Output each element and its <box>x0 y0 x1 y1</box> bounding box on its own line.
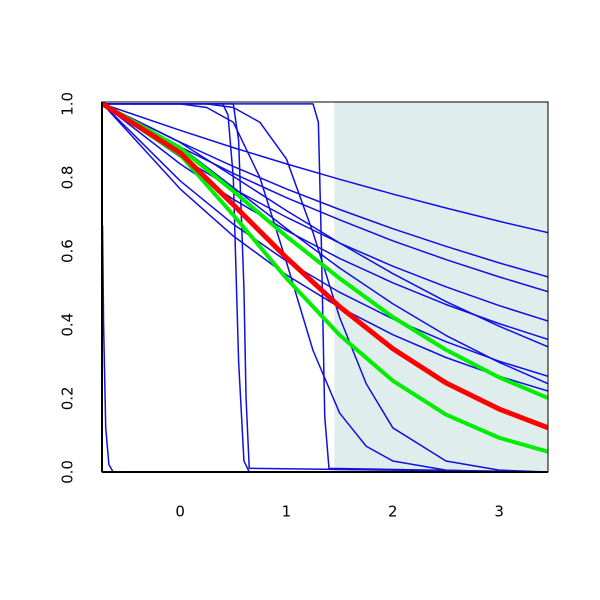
curve <box>102 103 548 472</box>
curve <box>102 103 548 293</box>
x-tick-label: 0 <box>175 503 185 521</box>
curve <box>102 103 548 348</box>
curve <box>102 225 548 472</box>
x-tick-label: 1 <box>282 503 292 521</box>
x-tick-label: 3 <box>494 503 504 521</box>
curve <box>102 102 548 431</box>
y-tick-label: 0.0 <box>59 460 77 484</box>
curve <box>102 103 548 234</box>
curve <box>102 102 548 454</box>
y-tick-label: 0.4 <box>59 313 77 337</box>
y-tick-label: 0.6 <box>59 239 77 263</box>
curve <box>102 102 548 400</box>
curve <box>102 103 548 377</box>
y-tick-label: 0.8 <box>59 166 77 190</box>
y-tick-label: 1.0 <box>59 92 77 116</box>
curve <box>102 103 548 278</box>
x-tick-label: 2 <box>388 503 398 521</box>
curve <box>102 103 548 472</box>
curve <box>102 103 548 472</box>
y-tick-label: 0.2 <box>59 386 77 410</box>
